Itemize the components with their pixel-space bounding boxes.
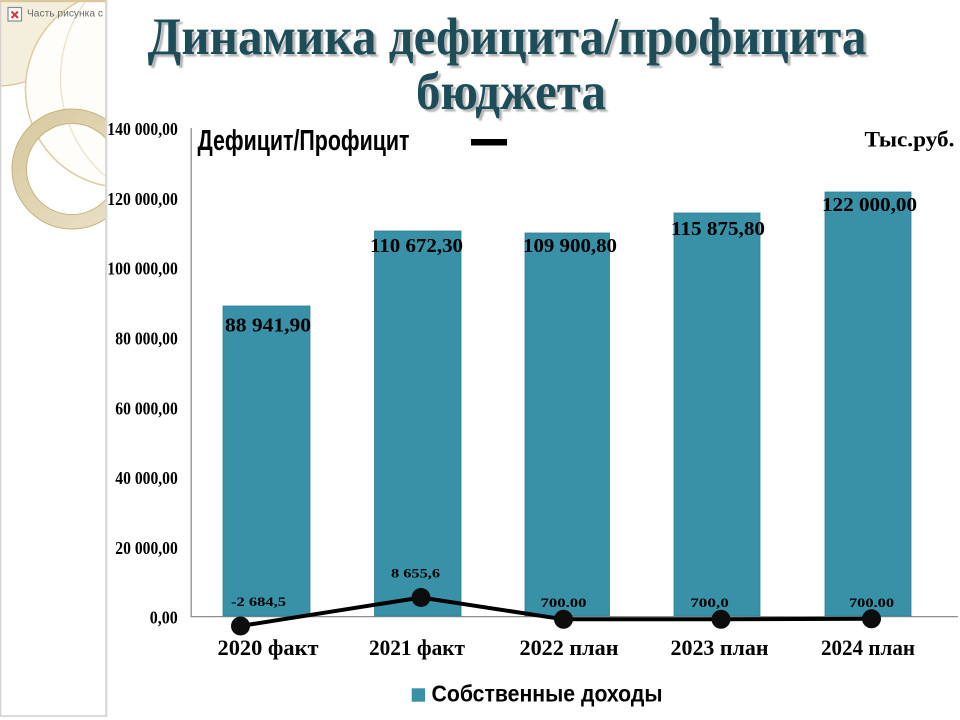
svg-text:0,00: 0,00 — [150, 608, 178, 628]
svg-text:20 000,00: 20 000,00 — [115, 538, 178, 558]
svg-text:110 672,30: 110 672,30 — [370, 235, 463, 257]
svg-text:80 000,00: 80 000,00 — [115, 329, 178, 349]
svg-text:2023 план: 2023 план — [671, 635, 769, 660]
svg-text:Дефицит/Профицит: Дефицит/Профицит — [198, 125, 410, 157]
svg-text:115 875,80: 115 875,80 — [671, 218, 765, 240]
svg-text:Собственные доходы: Собственные доходы — [432, 681, 663, 707]
svg-text:100 000,00: 100 000,00 — [107, 259, 178, 279]
svg-text:Динамика дефицита/профицита: Динамика дефицита/профицита — [148, 8, 867, 66]
svg-text:8 655,6: 8 655,6 — [391, 566, 441, 581]
svg-text:2020 факт: 2020 факт — [218, 635, 319, 660]
svg-text:140 000,00: 140 000,00 — [107, 119, 178, 139]
svg-text:700,0: 700,0 — [690, 595, 729, 610]
svg-text:60 000,00: 60 000,00 — [115, 398, 178, 418]
svg-text:109 900,80: 109 900,80 — [523, 235, 617, 257]
svg-text:700.00: 700.00 — [541, 595, 587, 610]
svg-text:-2 684,5: -2 684,5 — [231, 594, 287, 609]
svg-text:2022 план: 2022 план — [520, 635, 619, 660]
svg-text:120 000,00: 120 000,00 — [107, 189, 178, 209]
svg-text:2021 факт: 2021 факт — [369, 635, 465, 660]
svg-text:122 000,00: 122 000,00 — [822, 194, 917, 216]
svg-text:Динамика дефицита/профицита: Динамика дефицита/профицита — [150, 11, 869, 69]
svg-text:Часть рисунка с: Часть рисунка с — [27, 8, 103, 19]
svg-text:700.00: 700.00 — [849, 595, 894, 610]
svg-text:бюджета: бюджета — [416, 63, 606, 121]
svg-text:бюджета: бюджета — [419, 66, 609, 124]
svg-text:88 941,90: 88 941,90 — [225, 315, 311, 337]
svg-text:Тыс.руб.: Тыс.руб. — [865, 127, 955, 152]
svg-text:2024 план: 2024 план — [821, 635, 915, 660]
svg-text:40 000,00: 40 000,00 — [115, 468, 178, 488]
